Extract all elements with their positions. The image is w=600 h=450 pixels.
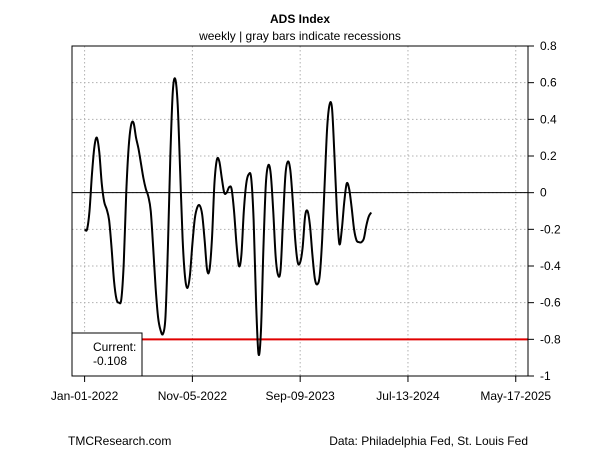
y-tick-label: -0.8	[540, 332, 561, 346]
y-tick-label: -0.6	[540, 296, 561, 310]
x-tick-label: Sep-09-2023	[265, 389, 335, 403]
footer-data-credit: Data: Philadelphia Fed, St. Louis Fed	[329, 434, 528, 448]
y-tick-label: 0.2	[540, 149, 557, 163]
y-tick-label: -0.4	[540, 259, 561, 273]
y-tick-label: -0.2	[540, 222, 561, 236]
current-value-box: Current: -0.108	[71, 332, 143, 377]
y-tick-label: 0.4	[540, 112, 557, 126]
footer-source-site: TMCResearch.com	[68, 434, 171, 448]
x-tick-label: May-17-2025	[480, 389, 551, 403]
gridlines	[72, 45, 528, 377]
y-axis: -1 -0.8 -0.6 -0.4 -0.2 0 0.2 0.4 0.6 0.8	[527, 39, 561, 383]
current-value: -0.108	[93, 354, 127, 368]
y-tick-label: -1	[540, 369, 551, 383]
y-tick-label: 0	[540, 186, 547, 200]
y-tick-label: 0.6	[540, 76, 557, 90]
x-tick-label: Nov-05-2022	[158, 389, 228, 403]
series-group	[84, 77, 373, 357]
current-box-frame	[71, 332, 143, 377]
ads-index-line	[84, 77, 373, 357]
y-tick-label: 0.8	[540, 39, 557, 53]
current-label: Current:	[93, 340, 136, 354]
chart-title: ADS Index	[270, 12, 330, 26]
x-axis: Jan-01-2022 Nov-05-2022 Sep-09-2023 Jul-13-…	[51, 375, 551, 403]
x-tick-label: Jan-01-2022	[51, 389, 119, 403]
chart-subtitle: weekly | gray bars indicate recessions	[198, 29, 401, 43]
x-tick-label: Jul-13-2024	[376, 389, 440, 403]
